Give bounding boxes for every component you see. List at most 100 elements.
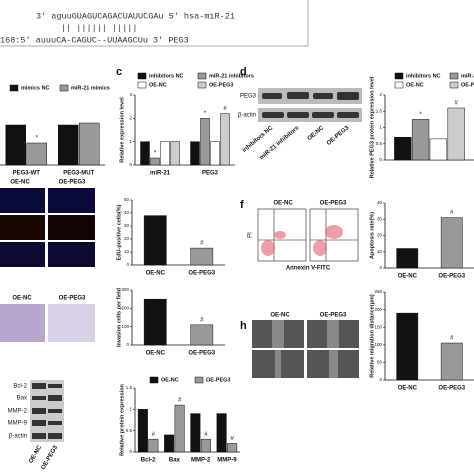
y-tick-label: 40: [124, 210, 130, 215]
significance: *: [204, 111, 207, 117]
panel-label: h: [240, 320, 247, 332]
y-axis-label: Invasion cells per field: [116, 288, 122, 347]
bar: [170, 141, 180, 166]
x-tick-label: OE-PEG3: [188, 271, 215, 277]
legend-swatch: [194, 376, 204, 384]
bar: [190, 247, 214, 266]
wound-images: [252, 320, 359, 378]
bar: [411, 119, 430, 161]
x-tick-label: PEG3-MUT: [63, 171, 94, 177]
x-tick-label: MMP-2: [191, 458, 211, 464]
significance: #: [223, 106, 227, 112]
bar: [58, 124, 79, 166]
bar: [190, 413, 201, 453]
y-tick-label: 0.5: [376, 141, 383, 146]
bar: [190, 324, 214, 346]
legend-label: miR-21 inhibitors: [209, 73, 254, 79]
bar: [440, 217, 463, 269]
seq-line: 3' aguuGUAGUCAGACUAUUCGAu 5' hsa-miR-21: [36, 11, 235, 21]
lane-label: OE-NC: [307, 125, 326, 142]
image-title: OE-NC: [270, 313, 290, 319]
x-tick-label: OE-NC: [398, 386, 418, 392]
bar: [26, 142, 47, 166]
x-tick-label: OE-NC: [146, 351, 166, 357]
legend-swatch: [197, 81, 207, 89]
y-tick-label: 1: [129, 139, 132, 144]
image-title: OE-PEG3: [320, 201, 347, 207]
invasion-image: [48, 304, 95, 342]
legend-swatch: [449, 81, 459, 89]
blot: [258, 108, 362, 122]
significance: #: [450, 336, 454, 342]
bar: [396, 312, 419, 381]
fluorescence-images: [0, 188, 95, 267]
y-tick-label: 10: [377, 249, 383, 254]
bands: [262, 92, 359, 118]
bar: [216, 413, 227, 453]
significance: #: [230, 436, 234, 442]
bar: [447, 107, 465, 161]
y-tick-label: 100: [374, 342, 382, 347]
y-tick-label: 0: [129, 162, 132, 167]
legend-swatch: [137, 81, 147, 89]
image-title: OE-NC: [12, 296, 32, 302]
bands: [32, 383, 62, 439]
bar: [137, 409, 148, 453]
significance: *: [36, 136, 39, 142]
significance: *: [419, 112, 422, 118]
image-title: OE-PEG3: [59, 180, 86, 186]
bar: [220, 113, 230, 166]
legend-label: inhibitors NC: [149, 73, 184, 79]
y-tick-label: 1: [129, 407, 132, 412]
bar: [148, 438, 159, 453]
x-tick-label: Bcl-2: [141, 458, 156, 464]
y-tick-label: 30: [124, 223, 130, 228]
bar: [143, 298, 167, 346]
y-tick-label: 0: [379, 157, 382, 162]
y-axis-label: Relative PEG3 protein expression level: [369, 76, 375, 178]
seq-pairs: || |||||| |||||: [61, 23, 138, 33]
y-tick-label: 2: [379, 92, 382, 97]
legend-swatch: [9, 84, 19, 92]
y-tick-label: 0: [126, 262, 129, 267]
invasion-image: [0, 304, 45, 342]
legend-label: miR-21 mimics: [71, 85, 110, 91]
y-tick-label: 0: [129, 449, 132, 454]
significance: #: [450, 210, 454, 216]
y-tick-label: 150: [374, 324, 382, 329]
seq-line: 168:5' auuuCA-CAGUC--UUAAGCUu 3' PEG3: [0, 35, 189, 45]
legend-label: OE-PEG3: [206, 377, 230, 383]
image-title: OE-NC: [10, 180, 30, 186]
band-label: Bcl-2: [13, 384, 27, 390]
y-tick-label: 1.5: [126, 385, 133, 390]
band-label: β-actin: [238, 113, 256, 119]
legend-label: mimics NC: [21, 85, 49, 91]
significance: #: [204, 432, 208, 438]
y-tick-label: 40: [377, 200, 383, 205]
image-title: OE-NC: [273, 201, 293, 207]
y-axis-label: EdU-positive cells(%): [116, 204, 122, 260]
x-tick-label: Bax: [169, 458, 181, 464]
legend-label: OE-PEG3: [209, 82, 233, 88]
blot: [258, 88, 362, 104]
legend-label: miR-21 inhibitors: [461, 73, 474, 79]
panel-label: d: [240, 66, 247, 78]
y-tick-label: 100: [121, 324, 129, 329]
x-tick-label: OE-NC: [398, 274, 418, 280]
image-title: OE-PEG3: [320, 313, 347, 319]
bar: [174, 404, 185, 453]
significance: #: [455, 101, 459, 107]
y-axis-label: Apoptosis rate(%): [369, 212, 375, 259]
bar: [429, 138, 448, 161]
legend-label: OE-NC: [161, 377, 179, 383]
band-label: Bax: [17, 396, 27, 402]
lane-label: OE-PEG3: [326, 125, 351, 147]
legend-label: OE-NC: [149, 82, 167, 88]
y-tick-label: 0: [126, 342, 129, 347]
axis-label: PI: [248, 232, 254, 238]
y-tick-label: 200: [121, 306, 129, 311]
flow-dots: [261, 225, 343, 256]
legend-swatch: [394, 72, 404, 80]
bar: [79, 122, 100, 166]
